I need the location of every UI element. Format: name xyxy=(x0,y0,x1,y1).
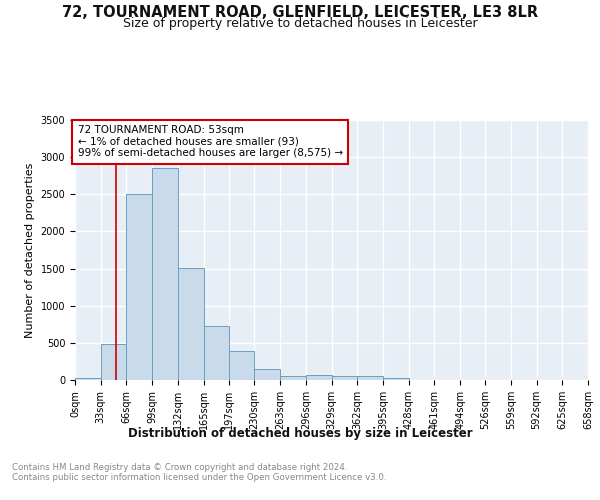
Bar xyxy=(152,168,178,380)
Bar xyxy=(357,376,383,380)
Text: Distribution of detached houses by size in Leicester: Distribution of detached houses by size … xyxy=(128,428,472,440)
Y-axis label: Number of detached properties: Number of detached properties xyxy=(25,162,35,338)
Bar xyxy=(178,268,203,380)
Bar xyxy=(331,376,357,380)
Bar xyxy=(383,378,409,380)
Text: Contains HM Land Registry data © Crown copyright and database right 2024.
Contai: Contains HM Land Registry data © Crown c… xyxy=(12,462,386,482)
Bar xyxy=(203,326,229,380)
Bar xyxy=(75,378,101,380)
Text: 72, TOURNAMENT ROAD, GLENFIELD, LEICESTER, LE3 8LR: 72, TOURNAMENT ROAD, GLENFIELD, LEICESTE… xyxy=(62,5,538,20)
Bar xyxy=(229,351,254,380)
Bar xyxy=(101,344,127,380)
Bar xyxy=(127,194,152,380)
Bar xyxy=(280,376,306,380)
Bar xyxy=(254,369,280,380)
Text: 72 TOURNAMENT ROAD: 53sqm
← 1% of detached houses are smaller (93)
99% of semi-d: 72 TOURNAMENT ROAD: 53sqm ← 1% of detach… xyxy=(77,125,343,158)
Bar xyxy=(306,375,331,380)
Text: Size of property relative to detached houses in Leicester: Size of property relative to detached ho… xyxy=(122,18,478,30)
